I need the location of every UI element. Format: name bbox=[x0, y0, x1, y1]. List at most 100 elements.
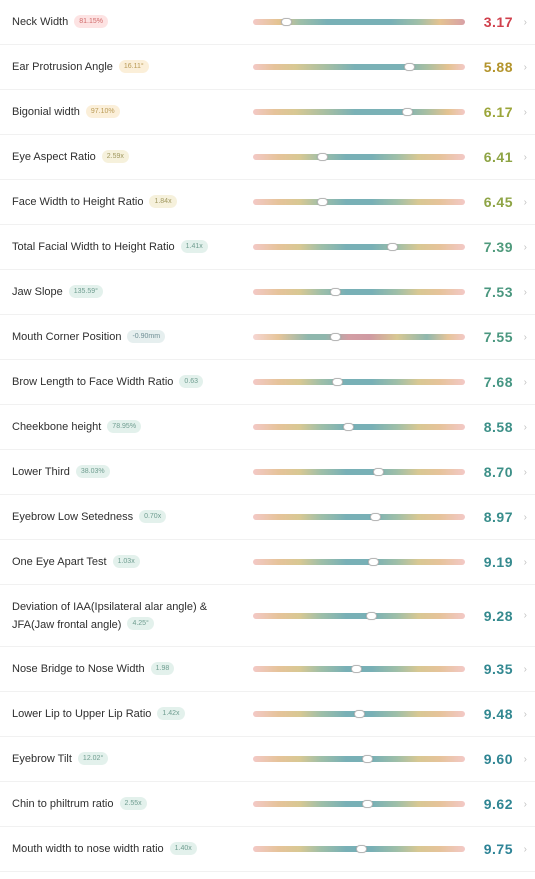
metric-range-bar bbox=[253, 18, 465, 26]
metric-label: Lower Third bbox=[12, 466, 70, 478]
metric-score: 9.35 bbox=[483, 661, 513, 677]
metric-label-area: Lower Third 38.03% bbox=[12, 450, 244, 494]
chevron-right-icon[interactable]: › bbox=[523, 663, 527, 675]
metric-label-area: Lower Lip to Upper Lip Ratio 1.42x bbox=[12, 692, 244, 736]
metric-row[interactable]: Eyebrow Tilt 12.02° 9.60 › bbox=[0, 737, 535, 782]
metric-value-badge: 135.59° bbox=[68, 284, 103, 298]
chevron-right-icon[interactable]: › bbox=[523, 196, 527, 208]
metric-label: Neck Width bbox=[12, 16, 69, 28]
metric-row[interactable]: Total Facial Width to Height Ratio 1.41x 7… bbox=[0, 225, 535, 270]
metric-value-badge: 1.41x bbox=[180, 239, 208, 253]
metric-range-bar bbox=[253, 845, 465, 853]
metric-row[interactable]: Chin to philtrum ratio 2.55x 9.62 › bbox=[0, 782, 535, 827]
metric-range-marker bbox=[353, 710, 365, 718]
chevron-right-icon[interactable]: › bbox=[523, 466, 527, 478]
chevron-right-icon[interactable]: › bbox=[523, 843, 527, 855]
metric-label-area: One Eye Apart Test 1.03x bbox=[12, 540, 244, 584]
metric-range-marker bbox=[387, 243, 399, 251]
metric-score: 8.97 bbox=[483, 509, 513, 525]
metric-row[interactable]: Eye Aspect Ratio 2.59x 6.41 › bbox=[0, 135, 535, 180]
chevron-right-icon[interactable]: › bbox=[523, 376, 527, 388]
metric-range-bar bbox=[253, 198, 465, 206]
chevron-right-icon[interactable]: › bbox=[523, 331, 527, 343]
metric-value-badge: 0.70x bbox=[139, 509, 167, 523]
metric-range-marker bbox=[342, 423, 354, 431]
chevron-right-icon[interactable]: › bbox=[523, 610, 527, 621]
metric-range-bar bbox=[253, 468, 465, 476]
chevron-right-icon[interactable]: › bbox=[523, 286, 527, 298]
metric-score: 9.48 bbox=[483, 706, 513, 722]
metric-label-area: Ear Protrusion Angle 16.11° bbox=[12, 45, 244, 89]
metric-range-bar bbox=[253, 755, 465, 763]
metric-label: Nose Bridge to Nose Width bbox=[12, 663, 145, 675]
metric-label: Eyebrow Tilt bbox=[12, 753, 72, 765]
metric-row[interactable]: Face Width to Height Ratio 1.84x 6.45 › bbox=[0, 180, 535, 225]
metric-range-marker bbox=[404, 63, 416, 71]
metric-range-bar bbox=[253, 333, 465, 341]
metric-label-area: Eye Aspect Ratio 2.59x bbox=[12, 135, 244, 179]
metric-range-bar bbox=[253, 800, 465, 808]
metric-range-bar bbox=[253, 665, 465, 673]
metric-range-bar bbox=[253, 710, 465, 718]
chevron-right-icon[interactable]: › bbox=[523, 708, 527, 720]
metric-row[interactable]: Bigonial width 97.10% 6.17 › bbox=[0, 90, 535, 135]
metric-score: 9.62 bbox=[483, 796, 513, 812]
metric-value-badge: 2.55x bbox=[119, 796, 147, 810]
chevron-right-icon[interactable]: › bbox=[523, 61, 527, 73]
metric-row[interactable]: Ear Protrusion Angle 16.11° 5.88 › bbox=[0, 45, 535, 90]
metric-score: 6.17 bbox=[483, 104, 513, 120]
metric-value-badge: 97.10% bbox=[85, 104, 120, 118]
metric-range-marker bbox=[351, 665, 363, 673]
metric-value-badge: 78.95% bbox=[107, 419, 142, 433]
metric-row[interactable]: Lower Third 38.03% 8.70 › bbox=[0, 450, 535, 495]
metric-row[interactable]: One Eye Apart Test 1.03x 9.19 › bbox=[0, 540, 535, 585]
metric-label-area: Neck Width 81.15% bbox=[12, 0, 244, 44]
metric-value-badge: 1.98 bbox=[150, 661, 175, 675]
chevron-right-icon[interactable]: › bbox=[523, 421, 527, 433]
metric-value-badge: 38.03% bbox=[75, 464, 110, 478]
metric-row[interactable]: Jaw Slope 135.59° 7.53 › bbox=[0, 270, 535, 315]
metric-value-badge: 81.15% bbox=[74, 14, 108, 28]
metric-row[interactable]: Neck Width 81.15% 3.17 › bbox=[0, 0, 535, 45]
chevron-right-icon[interactable]: › bbox=[523, 511, 527, 523]
metric-range-marker bbox=[370, 513, 382, 521]
metric-label: Total Facial Width to Height Ratio bbox=[12, 241, 175, 253]
metric-score: 7.55 bbox=[483, 329, 513, 345]
metric-label: Jaw Slope bbox=[12, 286, 63, 298]
metric-value-badge: -0.90mm bbox=[127, 329, 166, 343]
metric-range-marker bbox=[402, 108, 414, 116]
metric-label: Eyebrow Low Setedness bbox=[12, 511, 134, 523]
metric-row[interactable]: Brow Length to Face Width Ratio 0.63 7.68 › bbox=[0, 360, 535, 405]
metric-score: 9.28 bbox=[483, 607, 513, 624]
metric-range-marker bbox=[355, 845, 367, 853]
metric-row[interactable]: Nose Bridge to Nose Width 1.98 9.35 › bbox=[0, 647, 535, 692]
metric-range-bar bbox=[253, 288, 465, 296]
metric-value-badge: 1.40x bbox=[169, 841, 197, 855]
metric-row[interactable]: Mouth width to nose width ratio 1.40x 9.75… bbox=[0, 827, 535, 872]
metric-row[interactable]: Mouth Corner Position -0.90mm 7.55 › bbox=[0, 315, 535, 360]
metric-label-area: Face Width to Height Ratio 1.84x bbox=[12, 180, 244, 224]
metric-score: 7.68 bbox=[483, 374, 513, 390]
metric-value-badge: 0.63 bbox=[179, 374, 204, 388]
metric-score: 9.60 bbox=[483, 751, 513, 767]
chevron-right-icon[interactable]: › bbox=[523, 106, 527, 118]
metric-label-area: Total Facial Width to Height Ratio 1.41x bbox=[12, 225, 244, 269]
metric-row[interactable]: Eyebrow Low Setedness 0.70x 8.97 › bbox=[0, 495, 535, 540]
metric-row[interactable]: Deviation of IAA(Ipsilateral alar angle)… bbox=[0, 585, 535, 647]
chevron-right-icon[interactable]: › bbox=[523, 151, 527, 163]
metric-range-bar bbox=[253, 243, 465, 251]
chevron-right-icon[interactable]: › bbox=[523, 556, 527, 568]
metric-label-area: Cheekbone height 78.95% bbox=[12, 405, 244, 449]
metric-range-marker bbox=[330, 288, 342, 296]
chevron-right-icon[interactable]: › bbox=[523, 753, 527, 765]
metric-label-area: Eyebrow Low Setedness 0.70x bbox=[12, 495, 244, 539]
metric-row[interactable]: Cheekbone height 78.95% 8.58 › bbox=[0, 405, 535, 450]
metric-label-area: Brow Length to Face Width Ratio 0.63 bbox=[12, 360, 244, 404]
chevron-right-icon[interactable]: › bbox=[523, 241, 527, 253]
metric-row[interactable]: Lower Lip to Upper Lip Ratio 1.42x 9.48 › bbox=[0, 692, 535, 737]
chevron-right-icon[interactable]: › bbox=[523, 16, 527, 28]
metric-label: Eye Aspect Ratio bbox=[12, 151, 96, 163]
chevron-right-icon[interactable]: › bbox=[523, 798, 527, 810]
metric-value-badge: 1.03x bbox=[112, 554, 140, 568]
metric-value-badge: 4.25° bbox=[127, 617, 154, 631]
